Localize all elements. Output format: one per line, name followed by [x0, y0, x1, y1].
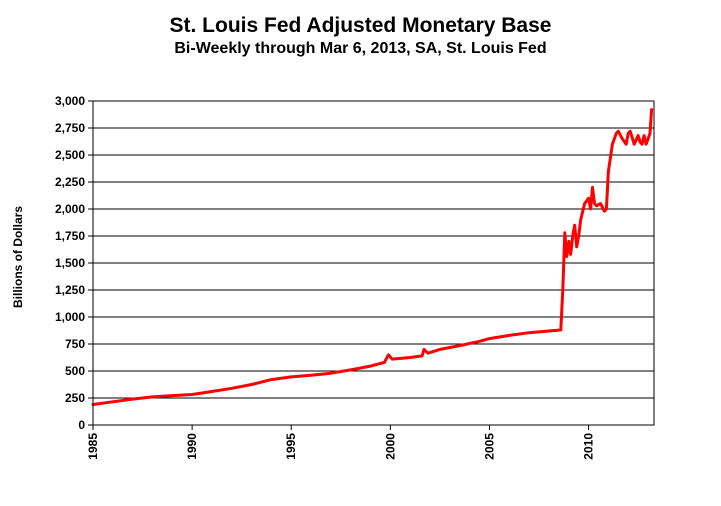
chart-title: St. Louis Fed Adjusted Monetary Base: [169, 14, 552, 37]
y-tick-label: 2,250: [55, 175, 85, 189]
series-layer: [91, 108, 654, 406]
y-axis-ticks: 0 250 500 750 1,000 1,250 1,500 1,750 2,000 2,250…: [55, 94, 93, 432]
y-tick-label: 0: [78, 418, 85, 432]
y-tick-label: 2,750: [55, 121, 85, 135]
x-tick-label: 2005: [482, 433, 496, 460]
y-tick-label: 2,500: [55, 148, 85, 162]
y-tick-label: 1,750: [55, 229, 85, 243]
y-tick-label: 1,250: [55, 283, 85, 297]
y-tick-label: 2,000: [55, 202, 85, 216]
y-tick-label: 3,000: [55, 94, 85, 108]
x-tick-label: 1995: [284, 433, 298, 460]
x-tick-label: 2010: [582, 433, 596, 460]
gridlines: [93, 100, 654, 399]
x-tick-label: 1990: [185, 433, 199, 460]
x-tick-label: 1985: [86, 433, 100, 460]
x-axis-ticks: 1985 1990 1995 2000 2005 2010: [86, 425, 596, 460]
series-line: [91, 108, 654, 406]
y-tick-label: 750: [65, 337, 85, 351]
y-tick-label: 500: [65, 364, 85, 378]
plot-frame: [92, 100, 655, 426]
y-tick-label: 250: [65, 391, 85, 405]
x-tick-label: 2000: [383, 433, 397, 460]
y-tick-label: 1,000: [55, 310, 85, 324]
chart-subtitle: Bi-Weekly through Mar 6, 2013, SA, St. L…: [174, 40, 547, 57]
y-tick-label: 1,500: [55, 256, 85, 270]
